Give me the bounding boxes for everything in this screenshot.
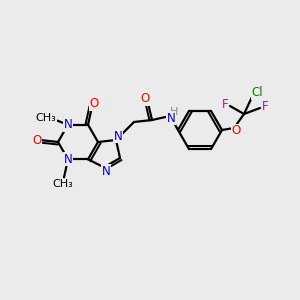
Text: N: N: [102, 165, 110, 178]
Text: N: N: [114, 130, 122, 142]
Text: O: O: [140, 92, 150, 106]
Text: N: N: [167, 112, 176, 124]
Text: N: N: [64, 118, 72, 131]
Text: O: O: [231, 124, 241, 137]
Text: O: O: [32, 134, 42, 146]
Text: Cl: Cl: [251, 86, 263, 100]
Text: CH₃: CH₃: [36, 113, 56, 123]
Text: H: H: [170, 107, 178, 117]
Text: F: F: [262, 100, 268, 112]
Text: N: N: [64, 153, 72, 166]
Text: O: O: [89, 97, 99, 110]
Text: F: F: [222, 98, 228, 110]
Text: CH₃: CH₃: [52, 179, 74, 189]
